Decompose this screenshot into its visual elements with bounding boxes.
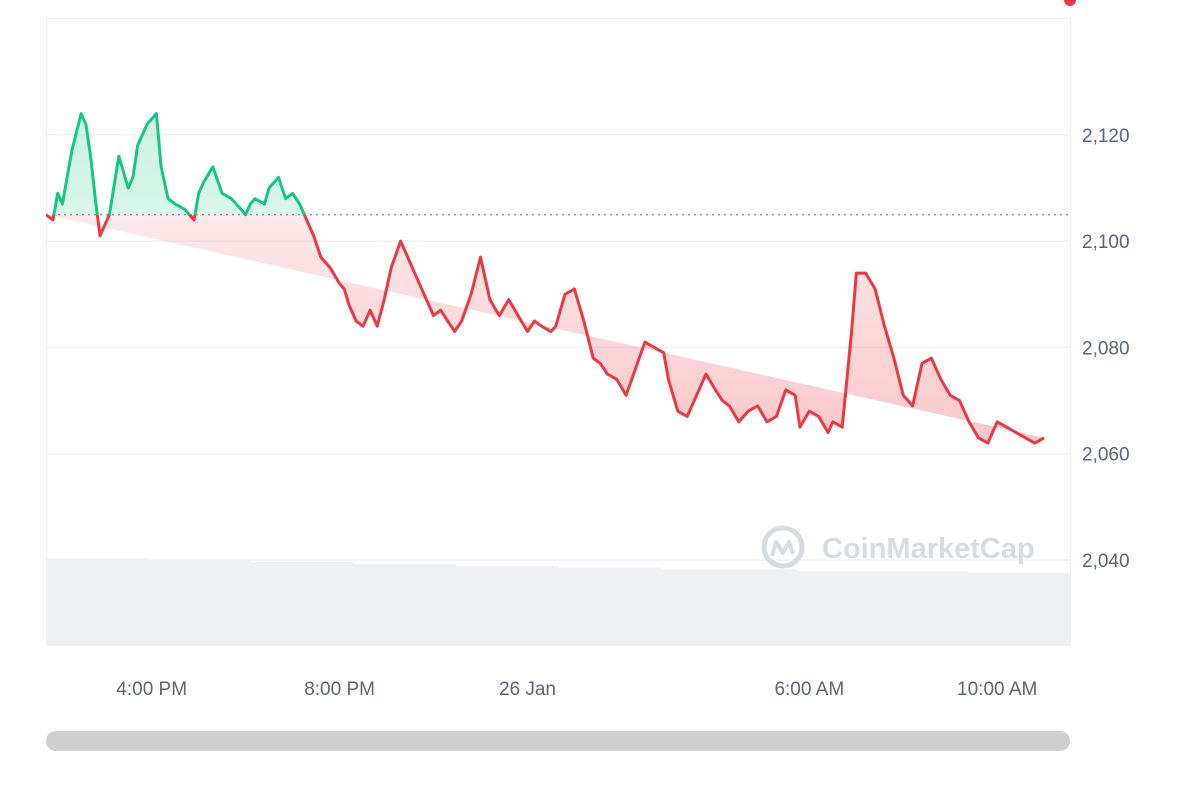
- volume-bar: [80, 558, 115, 645]
- watermark: CoinMarketCap: [761, 525, 1035, 569]
- watermark-text: CoinMarketCap: [822, 533, 1035, 565]
- volume-bars: [46, 558, 1071, 645]
- volume-bar: [592, 567, 627, 645]
- volume-bar: [899, 571, 934, 645]
- volume-bar: [626, 567, 661, 645]
- volume-bar: [865, 571, 900, 645]
- volume-bar: [762, 569, 798, 645]
- area-fill-below: [46, 214, 1045, 444]
- plot-frame: [46, 18, 1071, 646]
- volume-bar: [831, 571, 866, 645]
- x-tick-label: 4:00 PM: [116, 679, 187, 700]
- y-tick-label: 2,080: [1082, 338, 1130, 359]
- volume-bar: [284, 562, 320, 645]
- x-tick-label: 10:00 AM: [957, 679, 1037, 700]
- volume-bar: [1035, 573, 1071, 645]
- price-line-below: [46, 214, 1045, 445]
- volume-bar: [182, 560, 218, 645]
- volume-bar: [387, 564, 422, 645]
- x-tick-label: 8:00 PM: [304, 679, 375, 700]
- volume-bar: [967, 573, 1003, 645]
- volume-bar: [148, 560, 184, 645]
- y-tick-label: 2,100: [1082, 232, 1130, 253]
- price-line-above: [46, 112, 307, 215]
- volume-bar: [489, 565, 525, 645]
- y-axis-labels: 2,040 2,060 2,080 2,100 2,120: [1082, 126, 1130, 572]
- volume-bar: [1001, 573, 1037, 645]
- area-fill-above: [46, 113, 305, 215]
- volume-bar: [523, 565, 559, 645]
- volume-bar: [46, 558, 81, 645]
- volume-bar: [558, 567, 593, 645]
- coinmarketcap-logo-mark: [770, 540, 795, 557]
- volume-bar: [728, 569, 764, 645]
- volume-bar: [455, 565, 491, 645]
- volume-bar: [319, 562, 354, 645]
- time-range-scrollbar[interactable]: [46, 731, 1070, 751]
- x-tick-label: 26 Jan: [499, 679, 556, 700]
- last-price-dot: [1064, 0, 1076, 6]
- y-tick-label: 2,040: [1082, 551, 1130, 572]
- x-tick-label: 6:00 AM: [774, 679, 844, 700]
- volume-bar: [796, 571, 832, 645]
- volume-bar: [250, 562, 286, 645]
- volume-bar: [660, 569, 696, 645]
- volume-bar: [933, 571, 969, 645]
- volume-bar: [114, 558, 149, 645]
- volume-bar: [421, 564, 457, 645]
- y-tick-label: 2,060: [1082, 445, 1130, 466]
- volume-bar: [353, 564, 388, 645]
- volume-bar: [694, 569, 730, 645]
- volume-bar: [216, 560, 252, 645]
- y-tick-label: 2,120: [1082, 126, 1130, 147]
- x-axis-labels: 4:00 PM 8:00 PM 26 Jan 6:00 AM 10:00 AM: [116, 679, 1037, 700]
- coinmarketcap-logo-icon: [761, 525, 805, 569]
